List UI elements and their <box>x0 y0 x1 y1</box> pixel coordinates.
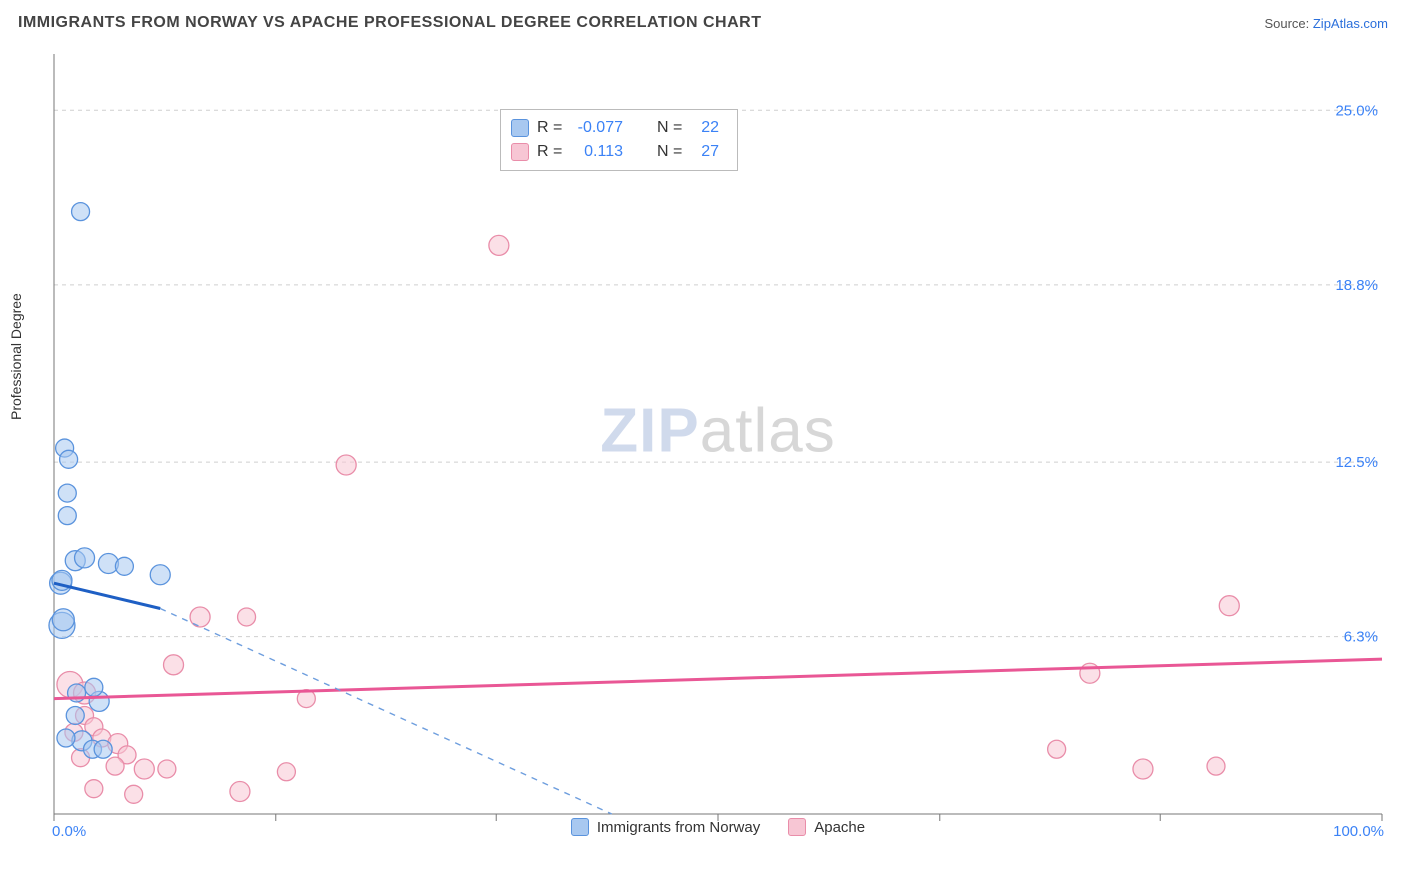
n-value-norway: 22 <box>691 116 719 140</box>
norway-regression-line <box>54 583 160 608</box>
y-tick-label: 12.5% <box>1335 454 1378 471</box>
norway-point <box>58 507 76 525</box>
apache-point <box>336 455 356 475</box>
legend-item-norway: Immigrants from Norway <box>571 818 760 836</box>
apache-point <box>164 655 184 675</box>
n-label: N = <box>657 116 683 140</box>
norway-point <box>57 729 75 747</box>
norway-point <box>58 484 76 502</box>
norway-point <box>60 450 78 468</box>
norway-point <box>75 548 95 568</box>
apache-point <box>134 759 154 779</box>
source-attribution: Source: ZipAtlas.com <box>1264 16 1388 31</box>
norway-point <box>72 203 90 221</box>
stats-row-apache: R = 0.113 N = 27 <box>511 140 719 164</box>
r-label: R = <box>537 140 563 164</box>
chart-svg: 6.3%12.5%18.8%25.0%0.0%100.0% <box>48 54 1388 840</box>
bottom-legend: Immigrants from Norway Apache <box>48 818 1388 836</box>
stats-row-norway: R = -0.077 N = 22 <box>511 116 719 140</box>
norway-point <box>115 557 133 575</box>
legend-item-apache: Apache <box>788 818 865 836</box>
apache-point <box>106 757 124 775</box>
norway-point <box>85 678 103 696</box>
n-label: N = <box>657 140 683 164</box>
y-tick-label: 18.8% <box>1335 277 1378 294</box>
norway-point <box>66 706 84 724</box>
r-label: R = <box>537 116 563 140</box>
source-link[interactable]: ZipAtlas.com <box>1313 16 1388 31</box>
apache-point <box>158 760 176 778</box>
n-value-apache: 27 <box>691 140 719 164</box>
apache-point <box>1207 757 1225 775</box>
apache-point <box>1048 740 1066 758</box>
source-prefix: Source: <box>1264 16 1312 31</box>
apache-point <box>238 608 256 626</box>
chart-title: IMMIGRANTS FROM NORWAY VS APACHE PROFESS… <box>18 14 762 31</box>
apache-point <box>1133 759 1153 779</box>
plot-area: 6.3%12.5%18.8%25.0%0.0%100.0% ZIPatlas R… <box>48 54 1388 840</box>
y-tick-label: 6.3% <box>1344 629 1378 646</box>
correlation-stats-box: R = -0.077 N = 22 R = 0.113 N = 27 <box>500 109 738 171</box>
apache-point <box>489 235 509 255</box>
legend-swatch-pink <box>788 818 806 836</box>
legend-label-norway: Immigrants from Norway <box>597 819 760 836</box>
apache-regression-line <box>54 659 1382 698</box>
apache-point <box>230 781 250 801</box>
norway-point <box>94 740 112 758</box>
y-axis-label: Professional Degree <box>8 293 24 420</box>
legend-label-apache: Apache <box>814 819 865 836</box>
swatch-pink <box>511 143 529 161</box>
y-tick-label: 25.0% <box>1335 102 1378 119</box>
apache-point <box>125 785 143 803</box>
r-value-norway: -0.077 <box>571 116 623 140</box>
legend-swatch-blue <box>571 818 589 836</box>
apache-point <box>85 780 103 798</box>
chart-header: IMMIGRANTS FROM NORWAY VS APACHE PROFESS… <box>18 14 1388 42</box>
swatch-blue <box>511 119 529 137</box>
norway-point <box>150 565 170 585</box>
apache-point <box>1219 596 1239 616</box>
norway-regression-dashed <box>160 609 612 814</box>
apache-point <box>277 763 295 781</box>
norway-point <box>52 609 74 631</box>
r-value-apache: 0.113 <box>571 140 623 164</box>
